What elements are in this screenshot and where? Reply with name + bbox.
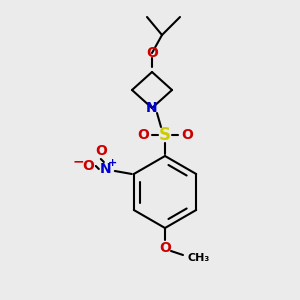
Text: S: S bbox=[159, 126, 171, 144]
Text: O: O bbox=[137, 128, 149, 142]
Text: O: O bbox=[146, 46, 158, 60]
Text: O: O bbox=[159, 241, 171, 255]
Text: O: O bbox=[181, 128, 193, 142]
Text: O: O bbox=[95, 144, 107, 158]
Text: N: N bbox=[100, 162, 112, 176]
Text: CH₃: CH₃ bbox=[187, 253, 209, 263]
Text: O: O bbox=[82, 159, 94, 173]
Text: N: N bbox=[146, 101, 158, 115]
Text: +: + bbox=[108, 158, 117, 168]
Text: −: − bbox=[73, 154, 85, 168]
